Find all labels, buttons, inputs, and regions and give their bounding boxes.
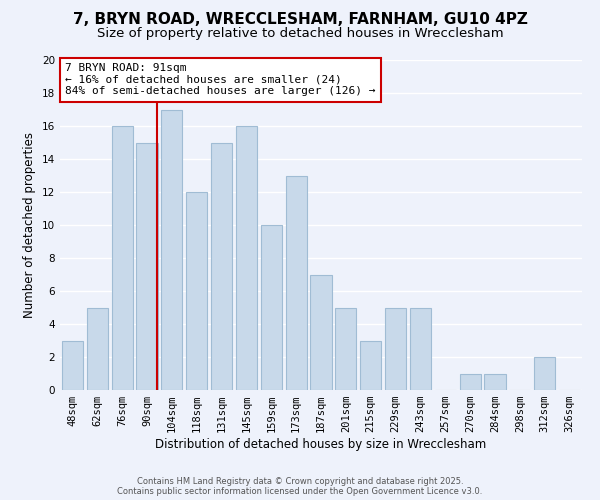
Bar bbox=[62, 340, 83, 390]
Bar bbox=[112, 126, 133, 390]
Text: Contains HM Land Registry data © Crown copyright and database right 2025.
Contai: Contains HM Land Registry data © Crown c… bbox=[118, 476, 482, 496]
Bar bbox=[534, 357, 555, 390]
Bar bbox=[460, 374, 481, 390]
Bar bbox=[211, 142, 232, 390]
Y-axis label: Number of detached properties: Number of detached properties bbox=[23, 132, 37, 318]
Text: Size of property relative to detached houses in Wrecclesham: Size of property relative to detached ho… bbox=[97, 28, 503, 40]
Bar bbox=[310, 274, 332, 390]
Bar bbox=[484, 374, 506, 390]
Bar bbox=[286, 176, 307, 390]
Bar bbox=[335, 308, 356, 390]
Bar bbox=[385, 308, 406, 390]
Text: 7, BRYN ROAD, WRECCLESHAM, FARNHAM, GU10 4PZ: 7, BRYN ROAD, WRECCLESHAM, FARNHAM, GU10… bbox=[73, 12, 527, 28]
Bar bbox=[136, 142, 158, 390]
Bar bbox=[360, 340, 381, 390]
Bar bbox=[186, 192, 207, 390]
Bar bbox=[410, 308, 431, 390]
Bar bbox=[236, 126, 257, 390]
Text: 7 BRYN ROAD: 91sqm
← 16% of detached houses are smaller (24)
84% of semi-detache: 7 BRYN ROAD: 91sqm ← 16% of detached hou… bbox=[65, 64, 376, 96]
Bar bbox=[87, 308, 108, 390]
Bar bbox=[161, 110, 182, 390]
X-axis label: Distribution of detached houses by size in Wrecclesham: Distribution of detached houses by size … bbox=[155, 438, 487, 451]
Bar bbox=[261, 225, 282, 390]
